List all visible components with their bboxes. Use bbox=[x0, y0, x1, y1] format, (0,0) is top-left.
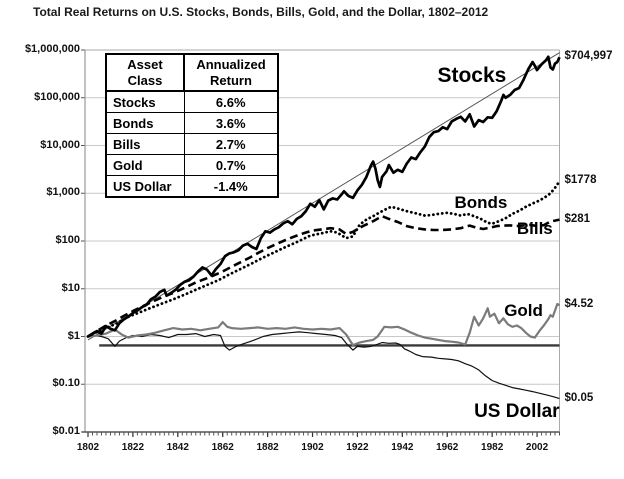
table-header-row: Asset Class Annualized Return bbox=[105, 52, 279, 93]
series-line-bills bbox=[87, 214, 560, 338]
series-line-us-dollar bbox=[87, 331, 560, 400]
x-axis-tick-label: 1882 bbox=[256, 442, 279, 453]
end-value-label-gold: $4.52 bbox=[564, 298, 594, 311]
table-header-annualized-return: Annualized Return bbox=[183, 52, 279, 93]
y-axis-tick-label: $1,000,000 bbox=[24, 43, 80, 55]
x-axis-tick-label: 1862 bbox=[211, 442, 234, 453]
y-axis-tick-label: $0.01 bbox=[52, 425, 80, 437]
y-axis-tick-label: $1 bbox=[67, 329, 80, 342]
x-axis-tick-label: 1942 bbox=[391, 442, 414, 453]
series-label-gold: Gold bbox=[504, 300, 543, 320]
table-row: Bonds 3.6% bbox=[105, 112, 279, 135]
table-cell-return: 2.7% bbox=[183, 133, 279, 156]
y-axis-tick-label: $100 bbox=[55, 234, 80, 246]
x-axis-tick-label: 1922 bbox=[346, 442, 369, 453]
table-cell-return: 0.7% bbox=[183, 154, 279, 177]
x-axis-tick-label: 1842 bbox=[166, 442, 189, 453]
x-axis-tick-label: 1802 bbox=[76, 442, 100, 453]
end-value-label-bonds: $1778 bbox=[564, 174, 597, 187]
series-line-bonds bbox=[86, 179, 561, 338]
table-cell-asset: Gold bbox=[105, 154, 185, 177]
table-cell-asset: Bills bbox=[105, 133, 185, 156]
y-axis-tick-label: $1,000 bbox=[46, 186, 80, 199]
table-header-asset-class: Asset Class bbox=[105, 52, 185, 93]
x-axis-tick-label: 2002 bbox=[525, 442, 549, 453]
table-row: US Dollar -1.4% bbox=[105, 175, 279, 198]
returns-inset-table: Asset Class Annualized Return Stocks 6.6%… bbox=[105, 52, 279, 199]
x-axis-tick-label: 1902 bbox=[301, 442, 324, 453]
series-label-us-dollar: US Dollar bbox=[474, 401, 560, 423]
end-value-label-stocks: $704,997 bbox=[564, 50, 613, 63]
table-cell-asset: Bonds bbox=[105, 112, 185, 135]
table-row: Bills 2.7% bbox=[105, 133, 279, 156]
series-line-gold bbox=[87, 302, 561, 347]
table-cell-return: 6.6% bbox=[183, 90, 279, 114]
y-axis-tick-label: $100,000 bbox=[34, 90, 80, 103]
table-cell-return: 3.6% bbox=[183, 112, 279, 135]
table-cell-return: -1.4% bbox=[183, 175, 279, 198]
table-cell-asset: US Dollar bbox=[105, 175, 185, 198]
table-row: Gold 0.7% bbox=[105, 154, 279, 177]
series-line-stocks bbox=[87, 55, 561, 338]
y-axis-tick-label: $10,000 bbox=[40, 138, 80, 151]
y-axis-tick-label: $0.10 bbox=[52, 377, 80, 390]
x-axis-tick-label: 1962 bbox=[436, 442, 459, 453]
y-axis-tick-label: $10 bbox=[61, 281, 80, 294]
x-axis-tick-label: 1982 bbox=[481, 442, 504, 453]
series-label-stocks: Stocks bbox=[437, 63, 507, 87]
x-axis-tick-label: 1822 bbox=[121, 442, 145, 453]
table-row: Stocks 6.6% bbox=[105, 90, 279, 114]
table-cell-asset: Stocks bbox=[105, 90, 185, 114]
end-value-label-us-dollar: $0.05 bbox=[564, 391, 594, 404]
series-label-bonds: Bonds bbox=[454, 192, 508, 212]
chart-title: Total Real Returns on U.S. Stocks, Bonds… bbox=[33, 5, 489, 19]
series-label-bills: Bills bbox=[516, 219, 553, 239]
end-value-label-bills: $281 bbox=[564, 212, 591, 225]
